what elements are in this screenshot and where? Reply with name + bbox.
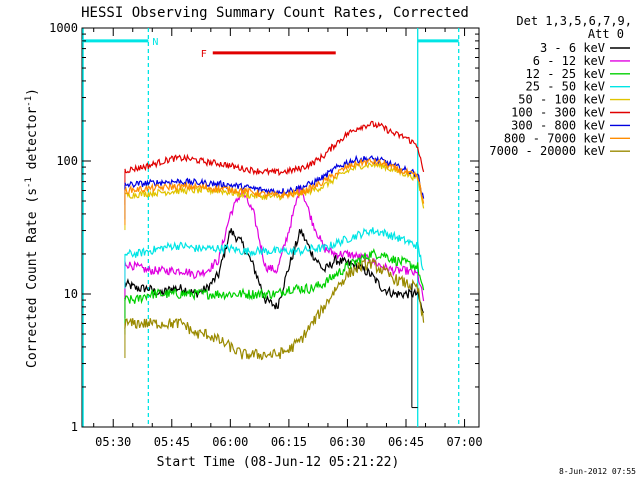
legend-label-300-800-kev: 300 - 800 keV [511, 118, 605, 132]
legend-label-6-12-kev: 6 - 12 keV [533, 54, 605, 68]
y-tick-label: 1 [71, 420, 78, 434]
legend-label-50-100-kev: 50 - 100 keV [518, 93, 605, 107]
x-tick-label: 05:45 [154, 435, 190, 449]
x-tick-label: 06:30 [329, 435, 365, 449]
series-line-100-300-kev [124, 120, 425, 177]
legend-header-line2: Att 0 [588, 27, 624, 41]
x-tick-label: 05:30 [95, 435, 131, 449]
legend-label-7000-20000-kev: 7000 - 20000 keV [489, 144, 605, 158]
legend-label-3-6-kev: 3 - 6 keV [540, 41, 605, 55]
series-line-7000-20000-kev [124, 257, 425, 361]
flag-label: N [152, 37, 158, 48]
y-tick-label: 1000 [49, 21, 78, 35]
legend-label-100-300-kev: 100 - 300 keV [511, 106, 605, 120]
series-line-25-50-kev [124, 227, 425, 271]
series-layer [124, 120, 425, 409]
annotation-layer: NF [82, 28, 460, 427]
plot-frame [81, 27, 480, 428]
y-tick-label: 100 [56, 154, 78, 168]
legend-label-800-7000-kev: 800 - 7000 keV [504, 131, 605, 145]
x-tick-label: 07:00 [446, 435, 482, 449]
y-axis-label-main: Corrected Count Rate (s [25, 188, 40, 368]
flag-label: F [201, 49, 207, 60]
chart-title: HESSI Observing Summary Count Rates, Cor… [81, 5, 469, 21]
series-line-6-12-kev [124, 185, 425, 302]
y-axis-label-mid: detector [25, 107, 40, 178]
y-axis-label-sup1: -1 [24, 177, 34, 188]
y-axis-label: Corrected Count Rate (s-1 detector-1) [24, 88, 40, 368]
y-axis-label-end: ) [25, 88, 40, 96]
series-line-300-800-kev [124, 154, 425, 199]
legend-label-12-25-kev: 12 - 25 keV [526, 67, 605, 81]
y-tick-label: 10 [64, 287, 78, 301]
series-line-12-25-kev [124, 248, 425, 305]
x-axis-label: Start Time (08-Jun-12 05:21:22) [157, 455, 400, 470]
x-tick-label: 06:00 [212, 435, 248, 449]
x-tick-label: 06:45 [388, 435, 424, 449]
legend-label-25-50-kev: 25 - 50 keV [526, 80, 605, 94]
y-axis-label-sup2: -1 [24, 96, 34, 107]
legend-header-line1: Det 1,3,5,6,7,9, [516, 14, 632, 28]
x-tick-label: 06:15 [271, 435, 307, 449]
series-line-800-7000-kev [124, 158, 425, 204]
axis-layer: 1 10 100 1000 05:30 05:45 06:00 06:15 06:30 06:45… [49, 21, 483, 449]
timestamp: 8-Jun-2012 07:55 [559, 467, 636, 476]
